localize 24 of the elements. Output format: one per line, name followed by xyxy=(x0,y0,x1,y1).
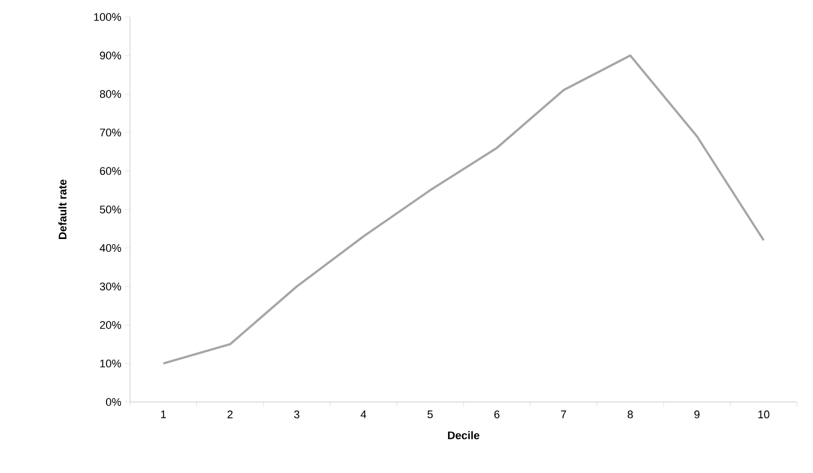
y-tick-label: 60% xyxy=(100,167,122,175)
y-tick-label: 70% xyxy=(100,128,122,136)
x-tick-label: 7 xyxy=(561,410,566,418)
y-tick-label: 10% xyxy=(100,360,122,368)
y-tick-label: 0% xyxy=(106,398,122,406)
y-tick-label: 20% xyxy=(100,321,122,329)
y-tick-label: 30% xyxy=(100,282,122,290)
y-tick-label: 40% xyxy=(100,244,122,252)
x-tick-label: 8 xyxy=(628,410,633,418)
y-tick-label: 90% xyxy=(100,52,122,60)
x-tick-label: 3 xyxy=(294,410,300,418)
y-axis-title: Default rate xyxy=(58,180,66,240)
x-tick-label: 2 xyxy=(228,410,233,418)
x-axis-title: Decile xyxy=(448,431,480,440)
y-tick-label: 80% xyxy=(100,90,122,98)
x-tick-label: 5 xyxy=(428,410,433,418)
line-series xyxy=(162,54,765,365)
x-tick-label: 6 xyxy=(494,410,500,418)
y-tick-label: 100% xyxy=(94,13,122,21)
x-tick-label: 9 xyxy=(694,410,700,418)
y-tick-label: 50% xyxy=(100,206,122,214)
x-tick-label: 4 xyxy=(360,410,366,418)
x-tick-label: 1 xyxy=(161,410,166,418)
x-tick-label: 10 xyxy=(758,410,770,418)
